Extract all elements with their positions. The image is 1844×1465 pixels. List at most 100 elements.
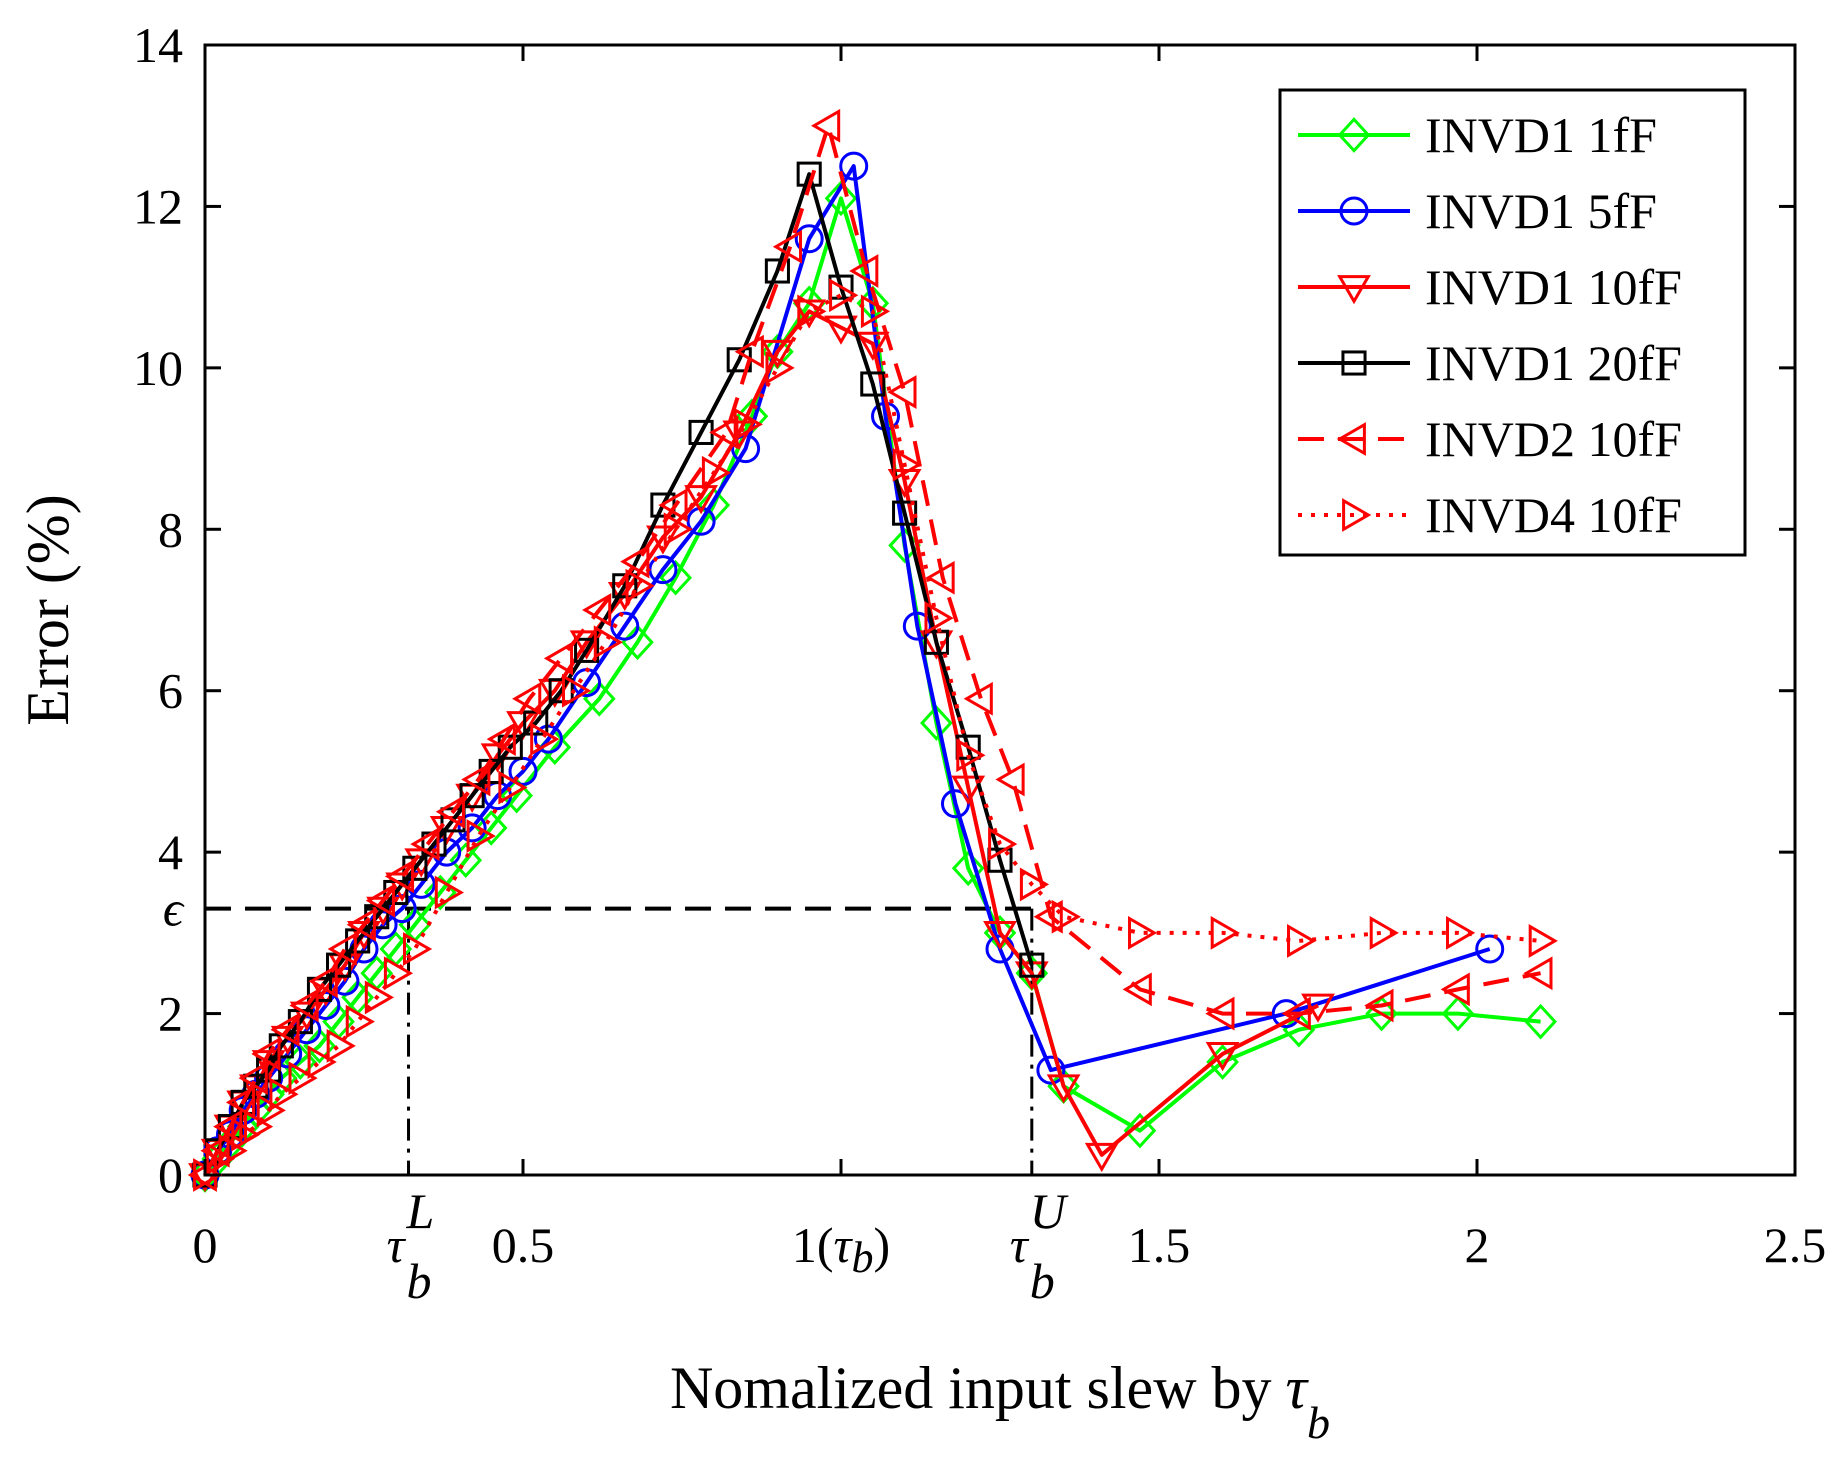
tau-tau_upper-subscript: b [1030, 1253, 1055, 1309]
data-point [200, 1133, 230, 1168]
data-point [364, 980, 395, 1015]
data-point [963, 681, 993, 716]
y-tick-label: 8 [158, 501, 183, 557]
data-point [269, 1077, 299, 1112]
data-point [722, 420, 757, 450]
data-point [995, 762, 1025, 797]
data-point [1210, 915, 1240, 950]
data-point [1036, 1055, 1066, 1085]
data-point [1033, 899, 1063, 934]
series-line [203, 123, 1541, 1176]
data-point [289, 988, 319, 1023]
data-point [508, 756, 538, 786]
y-tick-label: 0 [158, 1147, 183, 1203]
data-point [610, 611, 640, 641]
data-point [824, 315, 858, 345]
data-point [620, 544, 650, 579]
data-point [1364, 988, 1394, 1023]
data-point [326, 1028, 356, 1063]
data-point [461, 762, 491, 797]
data-point [829, 278, 859, 313]
data-point [888, 527, 921, 564]
data-point [684, 485, 718, 515]
data-point [860, 294, 891, 329]
data-point [574, 637, 600, 663]
data-point [1287, 924, 1317, 958]
tau-tau_lower-label-group: τLb [387, 1183, 435, 1309]
data-point [923, 629, 949, 655]
data-point [533, 724, 563, 754]
data-point [288, 1061, 318, 1096]
legend-label: INVD1 5fF [1425, 183, 1657, 239]
data-point [734, 334, 764, 369]
legend-label: INVD1 20fF [1425, 335, 1682, 391]
x-axis-title: Nomalized input slew by τb [670, 1355, 1330, 1448]
data-point [824, 180, 858, 217]
data-point [225, 1085, 256, 1120]
x-axis-title-symbol: τ [1286, 1355, 1310, 1421]
legend-swatch-marker [1337, 117, 1371, 153]
y-tick-label: 14 [133, 17, 183, 73]
data-point [765, 350, 795, 385]
data-point [1441, 995, 1475, 1032]
data-point [797, 294, 827, 329]
data-point [760, 339, 795, 370]
data-point [582, 680, 616, 717]
data-point [772, 229, 803, 264]
data-point [1446, 915, 1476, 950]
data-point [561, 673, 592, 708]
tau-tau_upper-superscript: U [1030, 1183, 1069, 1239]
x-tick-label: 0 [193, 1217, 218, 1273]
data-point [659, 559, 692, 596]
data-point [663, 512, 693, 547]
data-point [486, 722, 516, 757]
y-tick-label: 4 [158, 824, 183, 880]
data-point [1528, 924, 1558, 958]
data-point [1440, 972, 1470, 1007]
tick-subscript: b [851, 1233, 873, 1282]
y-tick-label: 2 [158, 986, 183, 1042]
legend-label: INVD1 1fF [1425, 107, 1657, 163]
data-point [839, 151, 869, 181]
data-point [902, 611, 932, 641]
x-axis-title-subscript: b [1307, 1397, 1330, 1448]
data-point [983, 920, 1017, 951]
data-point [1205, 1042, 1240, 1072]
data-point [569, 630, 604, 660]
data-point [1369, 915, 1399, 950]
data-point [925, 560, 955, 595]
data-point [892, 500, 918, 526]
data-point [238, 1061, 268, 1096]
data-point [956, 738, 986, 773]
y-tick-label: 12 [133, 178, 183, 234]
data-point [1523, 956, 1553, 991]
data-point [1019, 952, 1045, 978]
series-invd2-10ff [187, 108, 1553, 1192]
data-point [327, 932, 357, 966]
tau-tau_lower-symbol: τ [387, 1217, 407, 1273]
data-point [686, 506, 716, 536]
data-point [625, 568, 655, 603]
data-point [308, 964, 338, 999]
data-point [383, 956, 414, 991]
data-point [1051, 899, 1081, 934]
data-point [410, 827, 440, 861]
data-point [365, 883, 395, 918]
data-point [474, 810, 508, 846]
data-point [621, 624, 654, 661]
x-tick-label: 1.5 [1128, 1217, 1191, 1273]
series-invd4-10ff [193, 278, 1558, 1192]
tau-tau_upper-label-group: τUb [1010, 1183, 1069, 1309]
data-point [887, 375, 917, 409]
data-point [345, 1004, 375, 1039]
series-layer [187, 108, 1558, 1193]
data-point [1046, 1074, 1081, 1104]
data-point [543, 641, 574, 676]
x-axis-title-text: Nomalized input slew by [670, 1355, 1272, 1421]
data-point [951, 775, 986, 805]
data-point [709, 415, 739, 450]
tick-prefix: 1( [792, 1217, 834, 1273]
legend-swatch-marker [1339, 196, 1369, 226]
